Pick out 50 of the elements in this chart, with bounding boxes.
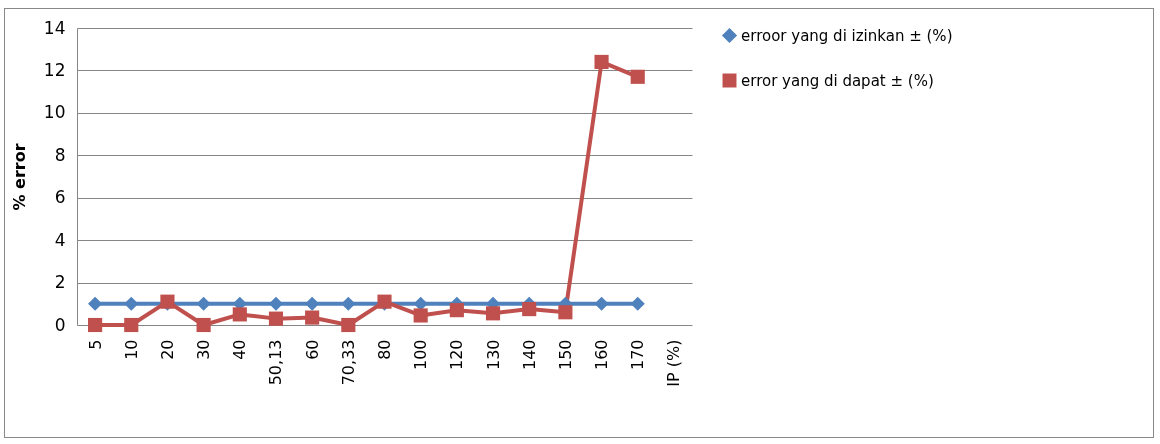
legend-label: erroor yang di izinkan ± (%) bbox=[741, 26, 953, 45]
legend-label: error yang di dapat ± (%) bbox=[741, 71, 934, 90]
point bbox=[558, 305, 573, 320]
point bbox=[341, 296, 356, 311]
point bbox=[522, 302, 537, 317]
x-tick-label: 60 bbox=[302, 339, 322, 360]
y-tick-label: 14 bbox=[43, 17, 66, 38]
x-tick-label: 5 bbox=[85, 339, 105, 350]
x-tick-label: 130 bbox=[483, 339, 503, 371]
x-tick-label: 160 bbox=[592, 339, 612, 371]
point bbox=[449, 303, 464, 318]
y-tick-label: 4 bbox=[54, 229, 66, 250]
x-tick-label: 100 bbox=[411, 339, 431, 371]
y-tick-label: 6 bbox=[54, 187, 66, 208]
point bbox=[196, 296, 211, 311]
point bbox=[630, 296, 645, 311]
point bbox=[594, 296, 609, 311]
point bbox=[630, 69, 645, 84]
point bbox=[341, 317, 356, 333]
y-tick-label: 10 bbox=[43, 102, 66, 123]
x-tick-label: 150 bbox=[555, 339, 575, 371]
x-tick-label: 170 bbox=[628, 339, 648, 371]
point bbox=[196, 317, 211, 333]
point bbox=[88, 296, 103, 311]
point bbox=[594, 54, 609, 70]
y-tick-label: 8 bbox=[54, 144, 66, 165]
x-tick-label: 140 bbox=[519, 339, 539, 371]
x-tick-label: 50,13 bbox=[266, 339, 286, 386]
y-tick-label: 2 bbox=[54, 272, 66, 293]
point bbox=[88, 317, 103, 333]
point bbox=[305, 310, 320, 325]
y-tick-label: 0 bbox=[54, 314, 66, 335]
point bbox=[124, 317, 139, 333]
point bbox=[485, 306, 501, 321]
point bbox=[268, 311, 284, 326]
point bbox=[268, 296, 284, 311]
x-tick-label: 120 bbox=[447, 339, 467, 371]
y-tick-label: 12 bbox=[43, 59, 66, 80]
x-tick-label: 30 bbox=[194, 339, 214, 360]
x-tick-label: 10 bbox=[121, 339, 141, 360]
point bbox=[232, 307, 247, 322]
point bbox=[305, 296, 320, 311]
x-tick-label: 70,33 bbox=[338, 339, 358, 386]
point bbox=[413, 308, 428, 323]
y-axis-title: % error bbox=[9, 143, 29, 211]
point bbox=[124, 296, 139, 311]
x-tick-label: 40 bbox=[230, 339, 250, 360]
x-tick-label: 80 bbox=[375, 339, 394, 360]
x-tick-label: 20 bbox=[157, 339, 177, 360]
x-tick-label: IP (%) bbox=[664, 339, 684, 387]
